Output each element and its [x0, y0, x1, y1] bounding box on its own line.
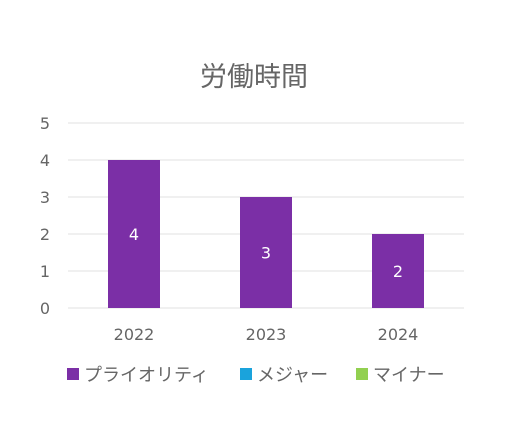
bar-2024 [372, 234, 424, 308]
legend-label: メジャー [257, 365, 328, 386]
legend-swatch [240, 368, 252, 380]
bar-2023 [240, 197, 292, 308]
legend: プライオリティ メジャー マイナー [67, 365, 445, 386]
legend-swatch [356, 368, 368, 380]
y-tick-label: 1 [40, 262, 50, 281]
x-axis-ticks: 2022 2023 2024 [114, 325, 419, 344]
bar-2022 [108, 160, 160, 308]
data-label-2024: 2 [393, 262, 403, 281]
y-axis-ticks: 0 1 2 3 4 5 [40, 114, 50, 318]
y-tick-label: 0 [40, 299, 50, 318]
data-label-2023: 3 [261, 244, 271, 263]
x-tick-label: 2023 [246, 325, 287, 344]
x-tick-label: 2022 [114, 325, 155, 344]
y-tick-label: 4 [40, 151, 50, 170]
legend-label: プライオリティ [84, 365, 209, 386]
y-tick-label: 2 [40, 225, 50, 244]
y-tick-label: 5 [40, 114, 50, 133]
data-label-2022: 4 [129, 225, 139, 244]
y-tick-label: 3 [40, 188, 50, 207]
legend-label: マイナー [373, 365, 445, 386]
bars: 4 3 2 [108, 160, 424, 308]
chart-title: 労働時間 [200, 62, 308, 93]
legend-swatch [67, 368, 79, 380]
x-tick-label: 2024 [378, 325, 419, 344]
